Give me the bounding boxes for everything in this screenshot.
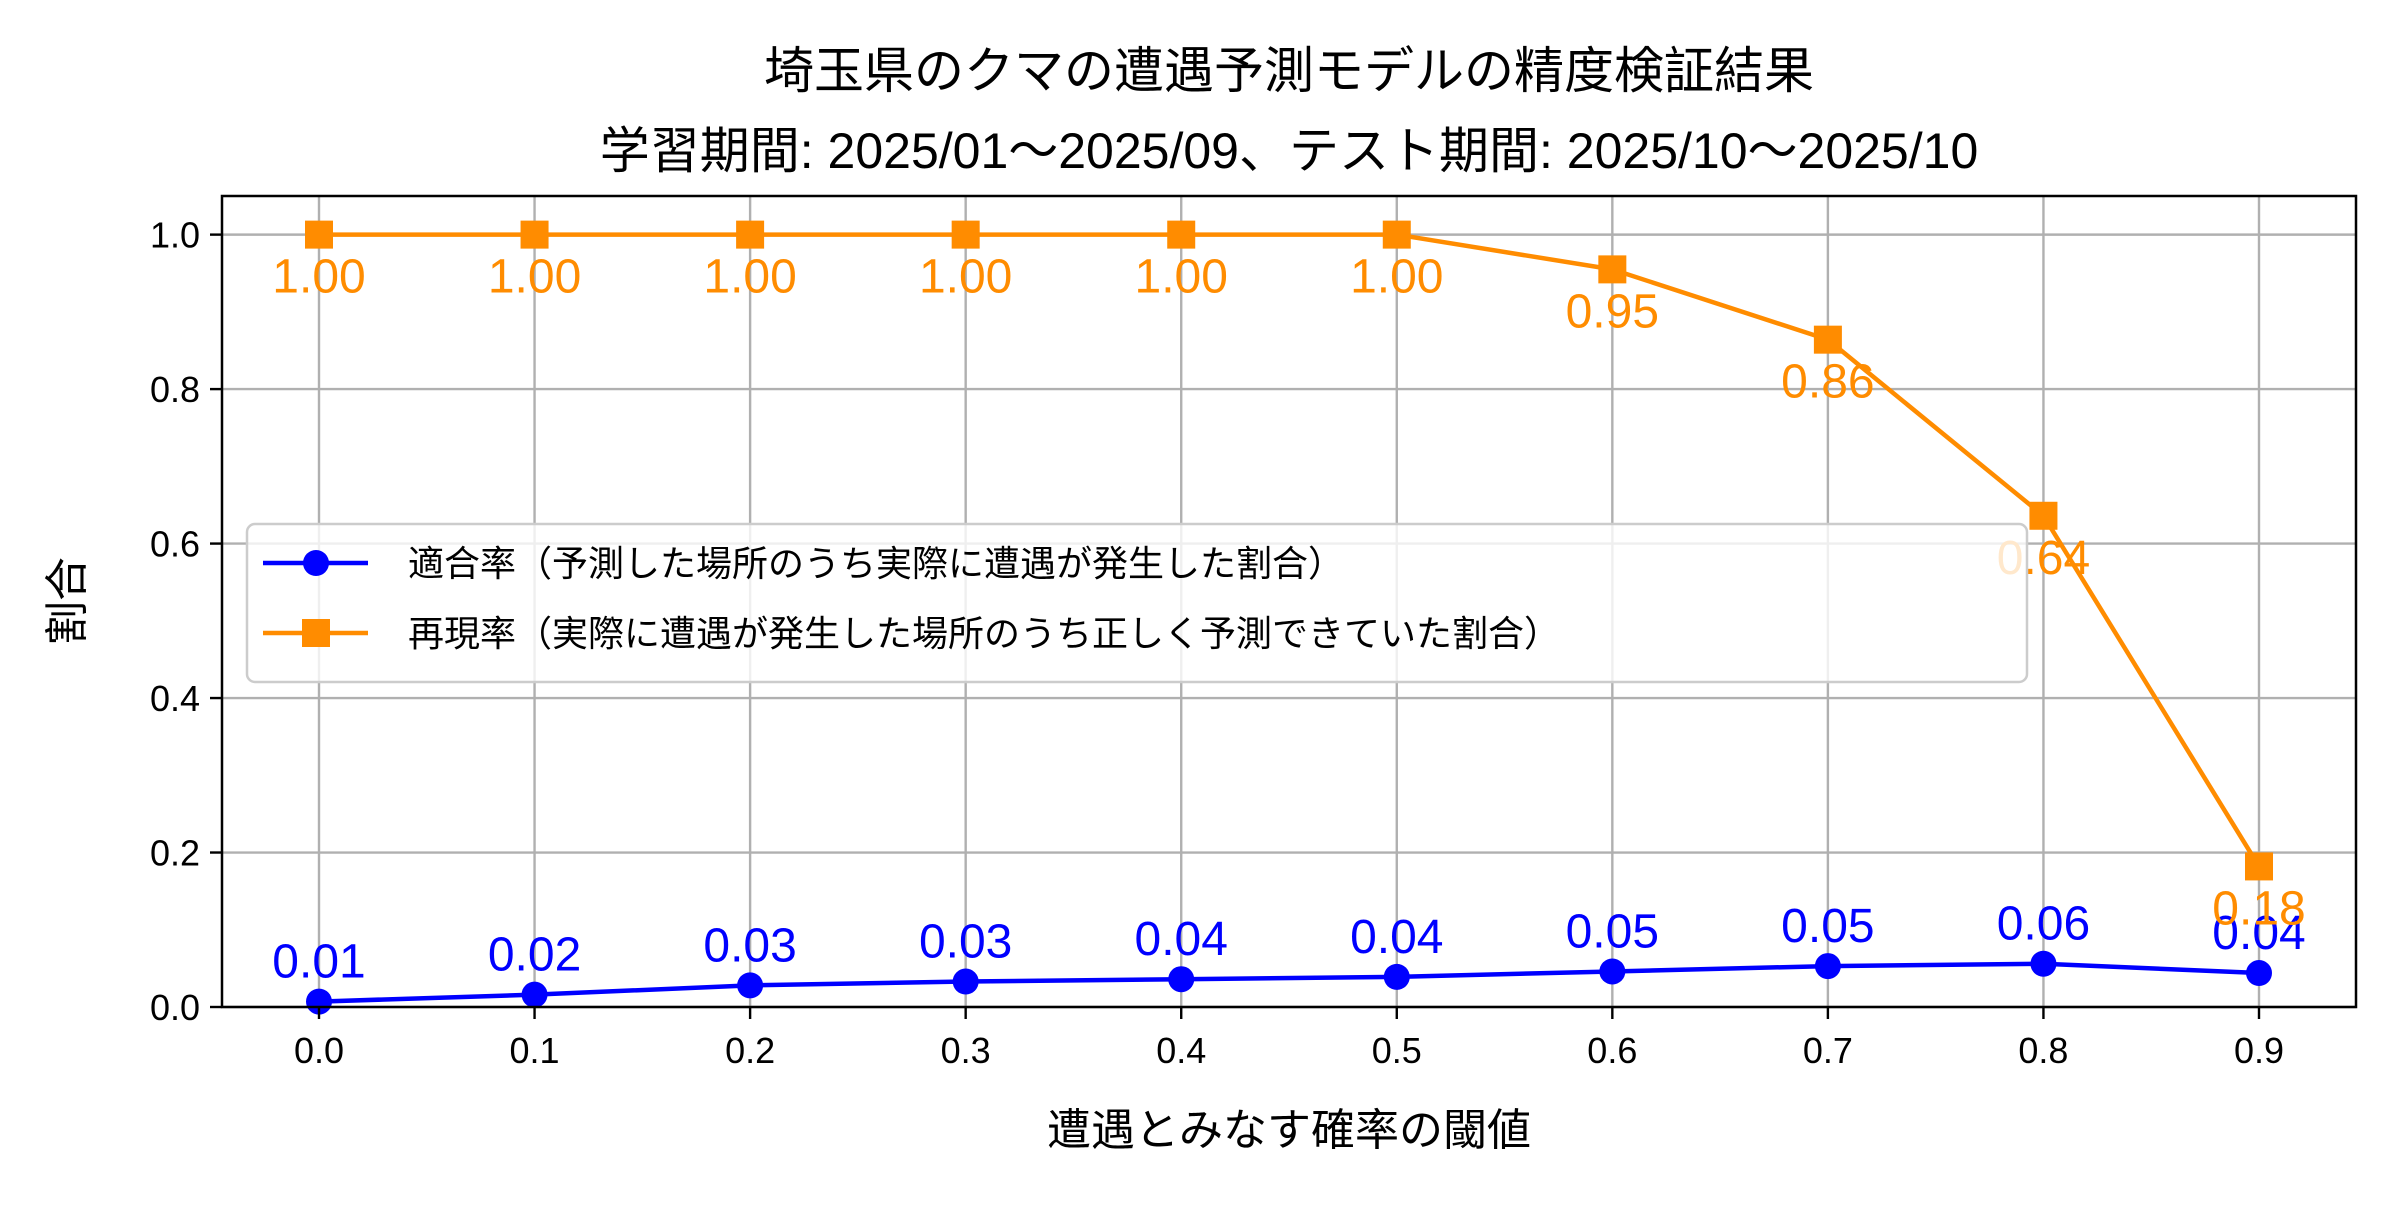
x-axis-ticks: 0.0 0.1 0.2 0.3 0.4 0.5 0.6 0.7 0.8 0.9 xyxy=(294,1007,2284,1071)
series-line-0 xyxy=(318,961,2260,1004)
legend-entry-label: 適合率（予測した場所のうち実際に遭遇が発生した割合） xyxy=(408,543,1344,584)
data-point-square xyxy=(520,220,549,249)
data-label: 1.00 xyxy=(1350,251,1443,304)
data-label: 0.18 xyxy=(2212,882,2305,935)
data-point-circle xyxy=(737,972,764,999)
y-tick-label: 0.4 xyxy=(150,678,200,719)
data-point-square xyxy=(1167,220,1196,249)
x-tick-label: 0.2 xyxy=(725,1030,775,1071)
data-point-square xyxy=(1813,325,1842,354)
y-tick-label: 0.0 xyxy=(150,987,200,1028)
x-tick-label: 0.8 xyxy=(2018,1030,2068,1071)
x-tick-label: 0.0 xyxy=(294,1030,344,1071)
data-label: 0.86 xyxy=(1781,356,1874,409)
data-point-circle xyxy=(521,981,548,1008)
series-layer xyxy=(305,220,2273,1015)
data-point-square xyxy=(2245,852,2273,881)
y-tick-label: 1.0 xyxy=(150,215,200,256)
x-tick-label: 0.7 xyxy=(1803,1030,1853,1071)
data-label: 0.04 xyxy=(1135,913,1228,966)
x-tick-label: 0.9 xyxy=(2234,1030,2284,1071)
data-label: 1.00 xyxy=(919,251,1012,304)
data-point-square xyxy=(2029,501,2058,530)
data-point-circle xyxy=(2246,960,2272,987)
axes-frame xyxy=(220,194,2358,1009)
data-label: 0.04 xyxy=(2212,907,2305,960)
x-tick-label: 0.5 xyxy=(1372,1030,1422,1071)
legend-entry-label: 再現率（実際に遭遇が発生した場所のうち正しく予測できていた割合） xyxy=(408,613,1560,654)
data-label: 1.00 xyxy=(488,251,581,304)
data-point-circle xyxy=(952,968,979,995)
y-tick-label: 0.8 xyxy=(150,369,200,410)
data-point-circle xyxy=(1168,966,1195,993)
chart-title: 埼玉県のクマの遭遇予測モデルの精度検証結果 xyxy=(764,43,1814,99)
data-label: 1.00 xyxy=(272,251,365,304)
data-label: 1.00 xyxy=(703,251,796,304)
legend-marker-circle xyxy=(303,550,329,576)
data-point-circle xyxy=(1383,963,1410,990)
data-label: 0.04 xyxy=(1350,911,1443,964)
y-axis-ticks: 0.0 0.2 0.4 0.6 0.8 1.0 xyxy=(150,215,222,1028)
data-point-square xyxy=(951,220,980,249)
data-point-circle xyxy=(1599,958,1626,985)
legend-box xyxy=(245,522,2029,684)
data-point-square xyxy=(1382,220,1411,249)
data-point-circle xyxy=(1814,953,1841,980)
y-axis-label: 割合 xyxy=(43,557,92,645)
y-tick-label: 0.6 xyxy=(150,524,200,565)
y-tick-label: 0.2 xyxy=(150,833,200,874)
data-label: 0.03 xyxy=(703,919,796,972)
data-label: 0.02 xyxy=(488,929,581,982)
data-label: 1.00 xyxy=(1135,251,1228,304)
x-tick-label: 0.3 xyxy=(941,1030,991,1071)
data-label: 0.01 xyxy=(272,936,365,989)
data-label: 0.05 xyxy=(1566,905,1659,958)
data-point-square xyxy=(305,220,333,249)
data-label: 0.95 xyxy=(1566,285,1659,338)
data-label: 0.05 xyxy=(1781,900,1874,953)
data-point-circle xyxy=(2030,950,2057,977)
data-point-square xyxy=(1598,255,1627,284)
data-label: 0.06 xyxy=(1997,898,2090,951)
x-axis-label: 遭遇とみなす確率の閾値 xyxy=(1047,1106,1531,1155)
data-point-square xyxy=(736,220,765,249)
legend: 適合率（予測した場所のうち実際に遭遇が発生した割合） 再現率（実際に遭遇が発生した… xyxy=(245,522,2029,684)
chart-subtitle: 学習期間: 2025/01〜2025/09、テスト期間: 2025/10〜202… xyxy=(600,123,1979,179)
data-label: 0.03 xyxy=(919,916,1012,969)
x-tick-label: 0.6 xyxy=(1587,1030,1637,1071)
legend-marker-square xyxy=(302,619,330,647)
series-line-1 xyxy=(319,232,2261,868)
x-tick-label: 0.4 xyxy=(1156,1030,1206,1071)
x-tick-label: 0.1 xyxy=(510,1030,560,1071)
